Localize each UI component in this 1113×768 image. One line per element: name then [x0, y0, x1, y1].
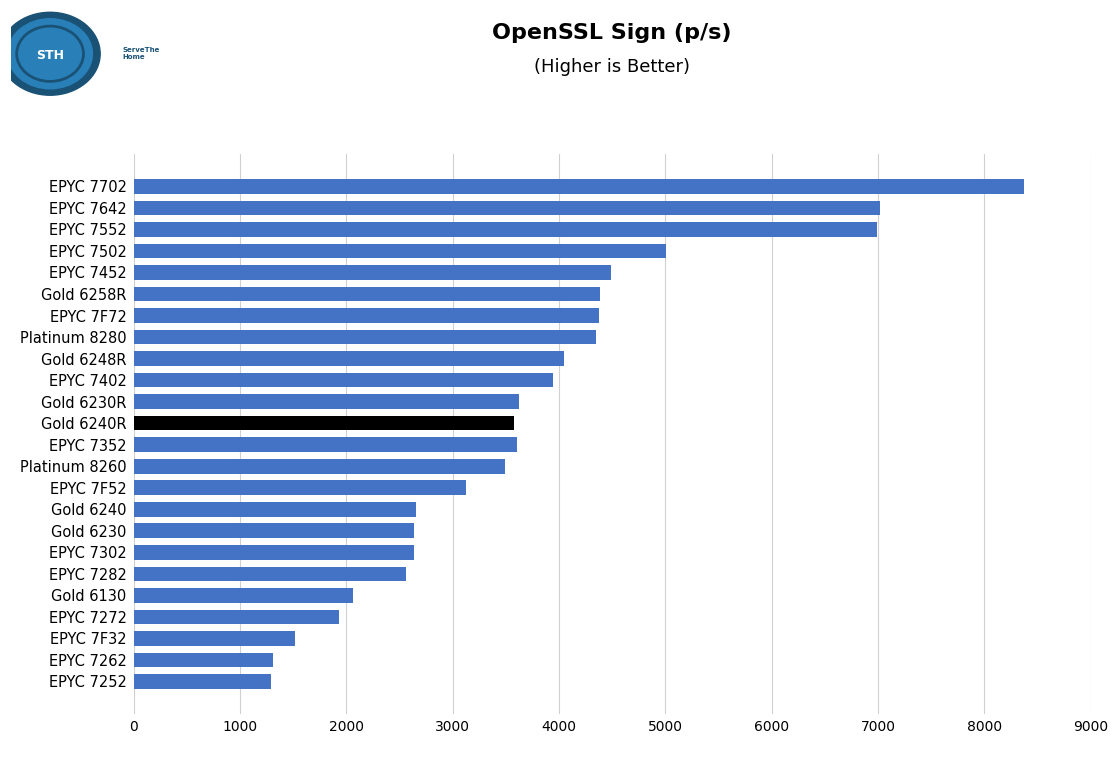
Bar	[134, 286, 600, 301]
Bar	[134, 481, 466, 495]
Bar	[134, 524, 414, 538]
Bar	[134, 265, 611, 280]
Bar	[134, 394, 519, 409]
Bar	[134, 222, 877, 237]
Bar	[134, 329, 597, 344]
Bar	[134, 372, 552, 387]
Bar	[134, 610, 338, 624]
Bar	[134, 631, 295, 646]
Bar	[134, 243, 667, 258]
Bar	[134, 653, 273, 667]
Bar	[134, 459, 504, 474]
Text: (Higher is Better): (Higher is Better)	[534, 58, 690, 75]
Bar	[134, 179, 1024, 194]
Text: ServeThe
Home: ServeThe Home	[122, 48, 160, 60]
Circle shape	[0, 12, 100, 95]
Bar	[134, 437, 518, 452]
Bar	[134, 545, 414, 560]
Bar	[134, 351, 564, 366]
Circle shape	[8, 18, 92, 89]
Bar	[134, 200, 880, 215]
Bar	[134, 567, 406, 581]
Bar	[134, 588, 353, 603]
Bar	[134, 415, 514, 431]
Bar	[134, 308, 600, 323]
Text: STH: STH	[36, 49, 65, 62]
Text: OpenSSL Sign (p/s): OpenSSL Sign (p/s)	[492, 23, 732, 43]
Bar	[134, 674, 270, 689]
Bar	[134, 502, 416, 517]
